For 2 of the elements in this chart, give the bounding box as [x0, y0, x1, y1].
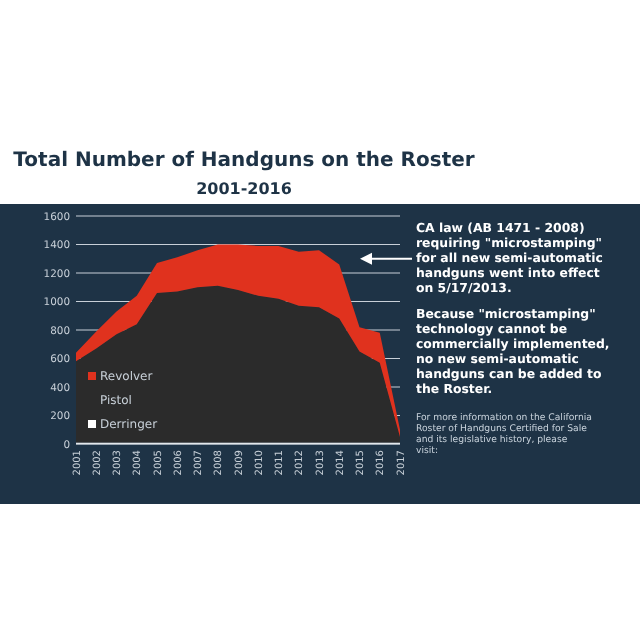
chart-title: Total Number of Handguns on the Roster	[13, 150, 475, 172]
chart-subtitle: 2001-2016	[196, 180, 293, 198]
